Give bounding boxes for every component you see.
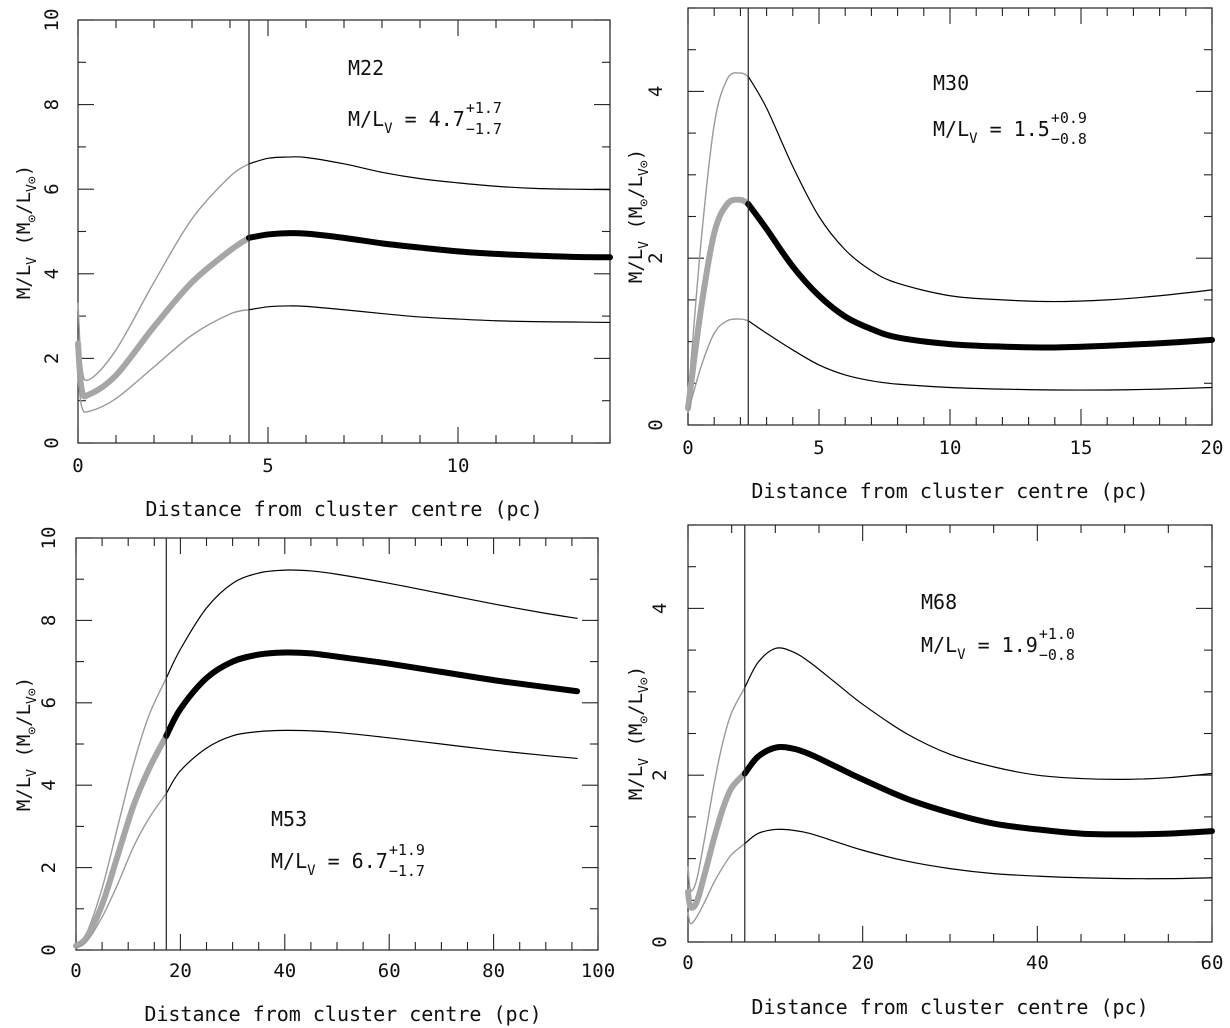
upper-curve-outer: [165, 569, 578, 679]
ml-upper-error: +1.0: [1039, 625, 1075, 643]
panel-m68: 0 20 40 60 0 2 4 Distance from cluster centre (…: [625, 524, 1224, 1019]
panel-m53: 0 20 40 60 80 100 0 2 4 6 8 10 Distance from cluster…: [13, 527, 615, 1026]
best-curve-outer: [246, 230, 613, 261]
curves: [73, 569, 581, 949]
y-axis-label: M/LV (M⊙/LV⊙): [625, 149, 652, 283]
x-axis-label: Distance from cluster centre (pc): [751, 479, 1148, 503]
y-tick-label: 4: [38, 779, 60, 790]
x-tick-label: 20: [851, 952, 874, 974]
ml-lower-error: −0.8: [1039, 646, 1075, 664]
plot-frame: [75, 537, 599, 951]
x-tick-label: 60: [1201, 952, 1224, 974]
y-tick-label: 2: [41, 353, 63, 364]
y-axis-label: M/LV (M⊙/LV⊙): [13, 165, 40, 299]
x-tick-label: 20: [169, 960, 192, 982]
x-tick-label: 40: [1026, 952, 1049, 974]
x-tick-label: 80: [482, 960, 505, 982]
x-tick-label: 5: [262, 455, 273, 477]
curves: [75, 156, 613, 413]
axis-ticks: [77, 19, 611, 444]
cluster-name-label: M53: [271, 807, 307, 831]
ml-lower-error: −1.7: [466, 120, 502, 138]
y-tick-label: 8: [38, 615, 60, 626]
ml-ratio-label: M/LV = 1.9: [921, 633, 1038, 663]
x-tick-label: 0: [72, 455, 83, 477]
plot-frame: [687, 524, 1213, 943]
panel-m30: 0 5 10 15 20 0 2 4 Distance from cluster centre …: [625, 7, 1224, 503]
lower-curve-outer: [747, 320, 1213, 391]
ml-ratio-label: M/LV = 4.7: [348, 107, 465, 137]
curves: [685, 647, 1215, 925]
y-tick-label: 4: [41, 268, 63, 279]
best-curve-outer: [163, 649, 581, 739]
x-tick-label: 10: [939, 437, 962, 459]
x-axis-label: Distance from cluster centre (pc): [751, 995, 1148, 1019]
y-tick-label: 6: [38, 697, 60, 708]
ml-upper-error: +1.9: [389, 841, 425, 859]
ml-lower-error: −0.8: [1051, 130, 1087, 148]
y-tick-label: 0: [41, 437, 63, 448]
upper-curve-outer: [747, 75, 1213, 303]
best-curve-inner: [685, 770, 748, 911]
y-tick-label: 8: [41, 99, 63, 110]
ml-ratio-label: M/LV = 1.5: [933, 117, 1050, 147]
y-tick-label: 4: [645, 86, 667, 97]
axis-ticks: [75, 537, 599, 951]
upper-curve-inner: [687, 686, 746, 892]
x-tick-label: 10: [447, 455, 470, 477]
y-tick-label: 0: [649, 936, 671, 947]
x-tick-label: 0: [682, 952, 693, 974]
axis-ticks: [687, 524, 1213, 943]
x-tick-label: 0: [70, 960, 81, 982]
upper-curve-outer: [248, 156, 611, 191]
y-axis-label: M/LV (M⊙/LV⊙): [625, 666, 652, 800]
lower-curve-inner: [687, 842, 746, 925]
y-tick-label: 0: [38, 944, 60, 955]
x-tick-label: 15: [1070, 437, 1093, 459]
y-tick-label: 2: [645, 252, 667, 263]
lower-curve-inner: [77, 309, 250, 413]
y-tick-label: 6: [41, 183, 63, 194]
x-tick-label: 100: [581, 960, 615, 982]
ml-ratio-label: M/LV = 6.7: [271, 849, 388, 879]
upper-curve-outer: [744, 647, 1213, 781]
y-axis-label: M/LV (M⊙/LV⊙): [13, 677, 40, 811]
lower-curve-outer: [165, 729, 578, 795]
x-tick-label: 60: [378, 960, 401, 982]
panel-m22: 0 5 10 0 2 4 6 8 10 Distance from cluster centre …: [13, 9, 613, 521]
y-tick-label: 0: [645, 419, 667, 430]
lower-curve-inner: [75, 792, 168, 949]
x-axis-label: Distance from cluster centre (pc): [145, 497, 542, 521]
x-tick-label: 0: [682, 437, 693, 459]
ml-lower-error: −1.7: [389, 862, 425, 880]
cluster-name-label: M22: [348, 56, 384, 80]
best-curve-inner: [73, 732, 170, 949]
plot-frame: [77, 19, 611, 444]
cluster-name-label: M30: [933, 71, 969, 95]
x-axis-label: Distance from cluster centre (pc): [144, 1002, 541, 1026]
x-tick-label: 20: [1201, 437, 1224, 459]
upper-curve-inner: [687, 72, 749, 401]
lower-curve-inner: [687, 318, 749, 414]
y-tick-label: 4: [649, 603, 671, 614]
best-curve-inner: [75, 234, 252, 400]
upper-curve-inner: [77, 163, 250, 382]
best-curve-outer: [745, 200, 1215, 351]
y-tick-label: 2: [649, 769, 671, 780]
best-curve-inner: [685, 196, 752, 412]
curves: [685, 72, 1215, 414]
y-tick-label: 2: [38, 862, 60, 873]
ml-upper-error: +1.7: [466, 99, 502, 117]
x-tick-label: 5: [813, 437, 824, 459]
x-tick-label: 40: [273, 960, 296, 982]
ml-upper-error: +0.9: [1051, 109, 1087, 127]
best-curve-outer: [741, 744, 1215, 838]
lower-curve-outer: [248, 305, 611, 324]
y-tick-label: 10: [41, 9, 63, 32]
y-tick-label: 10: [38, 527, 60, 550]
lower-curve-outer: [744, 828, 1213, 880]
cluster-name-label: M68: [921, 590, 957, 614]
